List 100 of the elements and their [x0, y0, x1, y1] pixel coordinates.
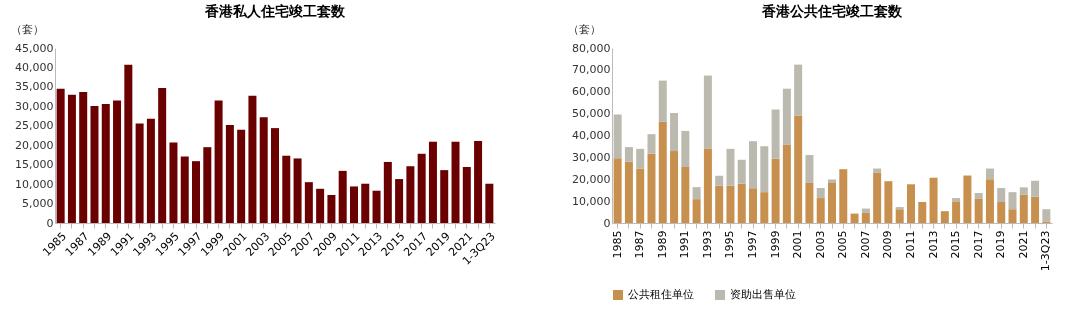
x-tick-label: 1999: [768, 230, 782, 259]
bar: [974, 193, 983, 199]
bar: [692, 199, 701, 223]
bar: [895, 209, 904, 223]
bar: [861, 212, 870, 223]
x-tick-label: 2003: [813, 230, 827, 259]
bar: [805, 154, 814, 183]
bar: [338, 170, 347, 223]
bar: [395, 179, 404, 223]
legend-label: 资助出售单位: [730, 288, 796, 301]
x-tick-label: 2005: [836, 230, 850, 259]
x-tick-label: 2017: [971, 230, 985, 259]
chart-title: 香港公共住宅竣工套数: [761, 3, 903, 19]
bar: [259, 117, 268, 223]
x-tick-label: 2015: [949, 230, 963, 259]
bar: [327, 195, 336, 223]
bar: [316, 188, 325, 223]
bar: [839, 169, 848, 223]
bar: [805, 182, 814, 223]
y-tick-label: 5,000: [22, 197, 54, 211]
bar: [1031, 180, 1040, 197]
bar: [681, 167, 690, 223]
bar: [952, 198, 961, 202]
bar: [169, 142, 178, 223]
bar: [771, 158, 780, 223]
y-axis-title: （套）: [10, 22, 44, 36]
y-tick-label: 30,000: [572, 150, 611, 164]
bar: [940, 211, 949, 223]
bar: [474, 140, 483, 223]
bar: [726, 148, 735, 186]
x-tick-label: 1997: [746, 230, 760, 259]
legend-label: 公共租住单位: [628, 288, 694, 301]
bar: [248, 95, 257, 223]
bar: [361, 183, 370, 223]
bar: [816, 198, 825, 223]
bar: [282, 155, 291, 223]
y-axis-title: （套）: [567, 22, 601, 36]
bar: [670, 151, 679, 223]
y-tick-label: 10,000: [572, 194, 611, 208]
bar: [146, 118, 155, 223]
bar: [828, 179, 836, 183]
bar: [624, 161, 633, 223]
bar: [406, 166, 415, 223]
bar: [794, 115, 803, 223]
bar: [158, 88, 167, 223]
bar: [726, 185, 735, 223]
bar: [237, 129, 246, 223]
bar: [451, 141, 460, 223]
bar: [417, 153, 426, 223]
bar: [624, 147, 633, 162]
bar: [613, 114, 622, 159]
y-tick-label: 20,000: [572, 172, 611, 186]
bar: [918, 202, 927, 223]
bar: [703, 148, 712, 223]
bar: [462, 167, 471, 223]
bar: [1008, 192, 1017, 210]
bar: [658, 121, 667, 223]
y-tick-label: 10,000: [15, 177, 54, 191]
bar: [794, 64, 803, 116]
bar: [271, 128, 279, 223]
bar: [1019, 194, 1028, 223]
bar: [304, 182, 313, 223]
y-tick-label: 45,000: [15, 41, 54, 55]
bar: [760, 192, 769, 223]
bar: [816, 188, 825, 199]
bar: [293, 158, 302, 223]
bar: [985, 179, 994, 223]
bar: [952, 201, 961, 223]
bar: [828, 182, 836, 223]
bar: [636, 148, 645, 169]
y-tick-label: 80,000: [572, 41, 611, 55]
bar: [782, 88, 791, 145]
x-tick-label: 1995: [723, 230, 737, 259]
bar: [703, 75, 712, 149]
bar: [647, 134, 656, 154]
bar: [192, 161, 201, 223]
bar: [749, 188, 758, 223]
bar: [636, 168, 645, 223]
bar: [349, 186, 358, 223]
bar: [997, 202, 1006, 223]
bar: [180, 156, 189, 223]
bar: [485, 183, 494, 223]
bar: [428, 141, 437, 223]
bar: [1042, 209, 1051, 222]
bar: [225, 125, 234, 223]
bar: [760, 146, 769, 193]
bar: [56, 88, 65, 223]
bar: [997, 188, 1006, 202]
bar: [1019, 187, 1028, 195]
bar: [372, 190, 381, 223]
y-tick-label: 25,000: [15, 119, 54, 133]
x-tick-label: 2011: [903, 230, 917, 259]
y-tick-label: 15,000: [15, 158, 54, 172]
y-tick-label: 70,000: [572, 63, 611, 77]
bar: [782, 144, 791, 223]
bar: [715, 185, 724, 223]
bar: [101, 104, 110, 223]
bar: [771, 109, 780, 159]
y-tick-label: 30,000: [15, 99, 54, 113]
y-tick-label: 20,000: [15, 138, 54, 152]
